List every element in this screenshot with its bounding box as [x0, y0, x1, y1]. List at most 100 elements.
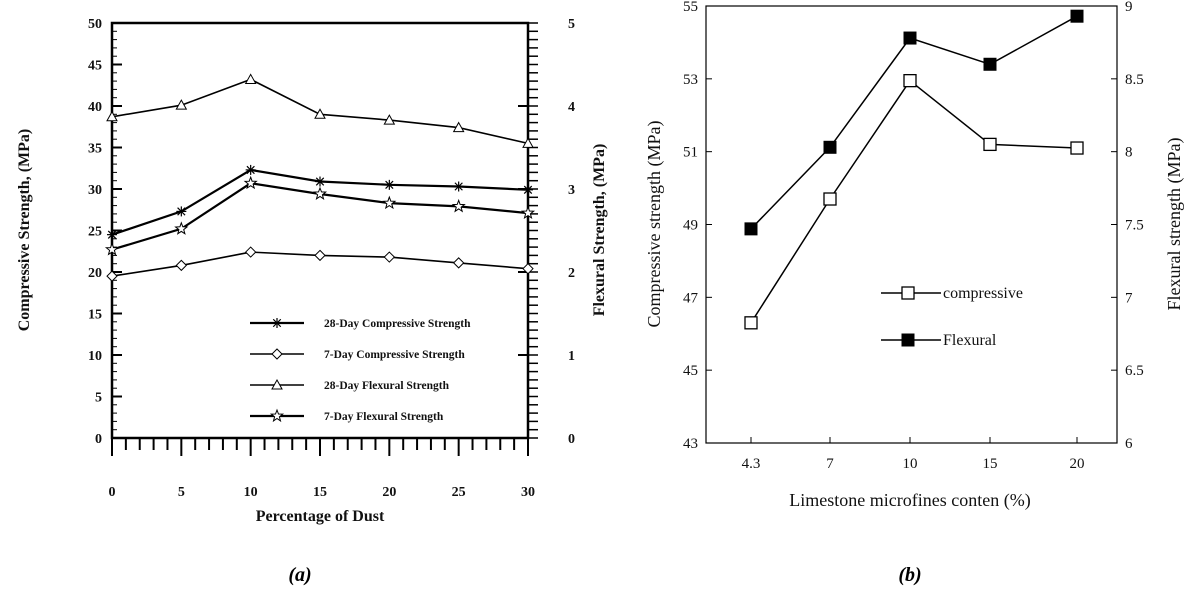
chart-b-y-axis-label: Compressive strength (MPa): [644, 121, 665, 328]
point-28-day-flexural-strength: [106, 110, 118, 122]
y-tick-label: 51: [683, 145, 698, 161]
y-tick-label: 50: [88, 17, 102, 32]
point-7-day-flexural-strength: [243, 175, 258, 190]
x-tick-label: 10: [244, 485, 258, 500]
y-tick-label: 35: [88, 142, 102, 157]
chart-a-y-axis-label: Compressive Strength, (MPa): [16, 129, 33, 332]
y2-tick-label: 8.5: [1125, 72, 1144, 88]
chart-a-y2-axis-label: Flexural Strength, (MPa): [591, 144, 608, 317]
y-tick-label: 10: [88, 349, 102, 364]
point-7-day-flexural-strength: [382, 195, 397, 210]
y-tick-label: 5: [95, 391, 102, 406]
x-tick-label: 20: [382, 485, 396, 500]
y2-tick-label: 7: [1125, 290, 1133, 306]
x-tick-label: 20: [1070, 456, 1085, 472]
point-7-day-compressive-strength: [106, 270, 118, 282]
series-7-day-compressive-strength: [106, 246, 534, 282]
y2-tick-label: 9: [1125, 0, 1133, 15]
y-tick-label: 25: [88, 225, 102, 240]
y-tick-label: 20: [88, 266, 102, 281]
point-28-day-compressive-strength-stroke: [523, 185, 533, 195]
panel-label-a: (a): [288, 564, 311, 586]
point-7-day-compressive-strength: [244, 246, 257, 258]
legend-label-7-day-compressive-strength: 7-Day Compressive Strength: [324, 349, 465, 361]
y-tick-label: 49: [683, 218, 698, 234]
panel-label-b: (b): [898, 564, 921, 586]
point-28-day-compressive-strength: [245, 164, 256, 175]
legend-item-28-day-compressive-strength: 28-Day Compressive Strength: [250, 318, 471, 330]
x-tick-label: 25: [452, 485, 466, 500]
y-tick-label: 40: [88, 100, 102, 115]
y2-tick-label: 3: [568, 183, 575, 198]
series-28-day-compressive-strength: [107, 164, 533, 240]
chart-b-y2-axis-label: Flexural strength (MPa): [1164, 138, 1185, 311]
point-28-day-compressive-strength: [315, 176, 325, 187]
point-flexural: [744, 222, 758, 236]
chart-b-ticks: 43 45 47 49 51 53 55 6 6.5 7 7.5 8 8.5 9 4.3 7 10 15 20: [683, 0, 1144, 472]
point-7-day-compressive-strength: [383, 251, 396, 263]
point-28-day-compressive-strength-stroke: [177, 207, 186, 216]
y-tick-label: 45: [88, 59, 102, 74]
point-compressive: [983, 137, 997, 152]
y2-tick-label: 6: [1125, 436, 1133, 452]
x-tick-label: 15: [313, 485, 327, 500]
point-28-day-compressive-strength-stroke: [315, 177, 325, 186]
legend-item-compressive: compressive: [881, 285, 1023, 302]
legend-item-7-day-flexural-strength: 7-Day Flexural Strength: [250, 408, 444, 423]
legend-item-flexural: Flexural: [881, 332, 997, 349]
point-flexural: [1070, 9, 1084, 23]
point-7-day-compressive-strength: [522, 262, 534, 275]
legend-label-compressive: compressive: [943, 285, 1023, 302]
chart-b-plot-frame: [705, 5, 1118, 444]
y2-tick-label: 4: [568, 100, 575, 115]
y-tick-label: 55: [683, 0, 698, 15]
point-7-day-compressive-strength: [175, 259, 188, 272]
legend-label-28-day-flexural-strength: 28-Day Flexural Strength: [324, 380, 450, 392]
y-tick-label: 45: [683, 363, 698, 379]
y-tick-label: 47: [683, 290, 699, 306]
line-flexural: [750, 15, 1078, 230]
x-tick-label: 15: [983, 456, 998, 472]
point-28-day-flexural-strength: [244, 73, 257, 84]
legend-marker-28-day-flexural-strength: [271, 378, 283, 390]
chart-b-legend: compressive Flexural: [881, 285, 1023, 349]
legend-marker-compressive: [901, 286, 915, 300]
y-tick-label: 0: [95, 432, 102, 447]
x-tick-label: 7: [826, 456, 834, 472]
y-tick-label: 30: [88, 183, 102, 198]
point-7-day-compressive-strength: [314, 249, 326, 262]
point-flexural: [983, 57, 997, 71]
point-28-day-compressive-strength-stroke: [107, 230, 117, 239]
legend-marker-28-day-compressive-strength: [272, 318, 282, 328]
legend-label-7-day-flexural-strength: 7-Day Flexural Strength: [324, 411, 444, 423]
point-28-day-flexural-strength: [383, 114, 396, 125]
point-compressive: [1070, 141, 1084, 155]
y2-tick-label: 0: [568, 432, 575, 447]
legend-marker-7-day-compressive-strength: [271, 348, 283, 360]
point-28-day-compressive-strength: [384, 179, 395, 190]
point-28-day-compressive-strength: [523, 184, 533, 195]
legend-marker-7-day-flexural-strength: [269, 408, 285, 423]
chart-b-series: [744, 9, 1084, 330]
point-7-day-flexural-strength: [451, 198, 466, 213]
point-28-day-compressive-strength-stroke: [246, 165, 255, 175]
point-compressive: [823, 192, 837, 206]
point-7-day-compressive-strength: [452, 257, 465, 269]
y-tick-label: 53: [683, 72, 698, 88]
y2-tick-label: 8: [1125, 145, 1133, 161]
point-28-day-flexural-strength: [175, 99, 188, 110]
series-7-day-flexural-strength: [104, 175, 536, 256]
y-tick-label: 43: [683, 436, 698, 452]
legend-label-flexural: Flexural: [943, 332, 997, 349]
legend-marker-flexural: [901, 333, 915, 347]
chart-b: 43 45 47 49 51 53 55 6 6.5 7 7.5 8 8.5 9 4.3 7 10 15 20 Li…: [644, 0, 1185, 586]
chart-a-x-axis-label: Percentage of Dust: [256, 508, 385, 525]
point-28-day-flexural-strength: [314, 108, 326, 119]
x-tick-label: 10: [903, 456, 918, 472]
legend-marker-28-day-compressive-strength-stroke: [272, 318, 282, 328]
y-tick-label: 15: [88, 308, 102, 323]
point-28-day-compressive-strength: [453, 181, 464, 192]
